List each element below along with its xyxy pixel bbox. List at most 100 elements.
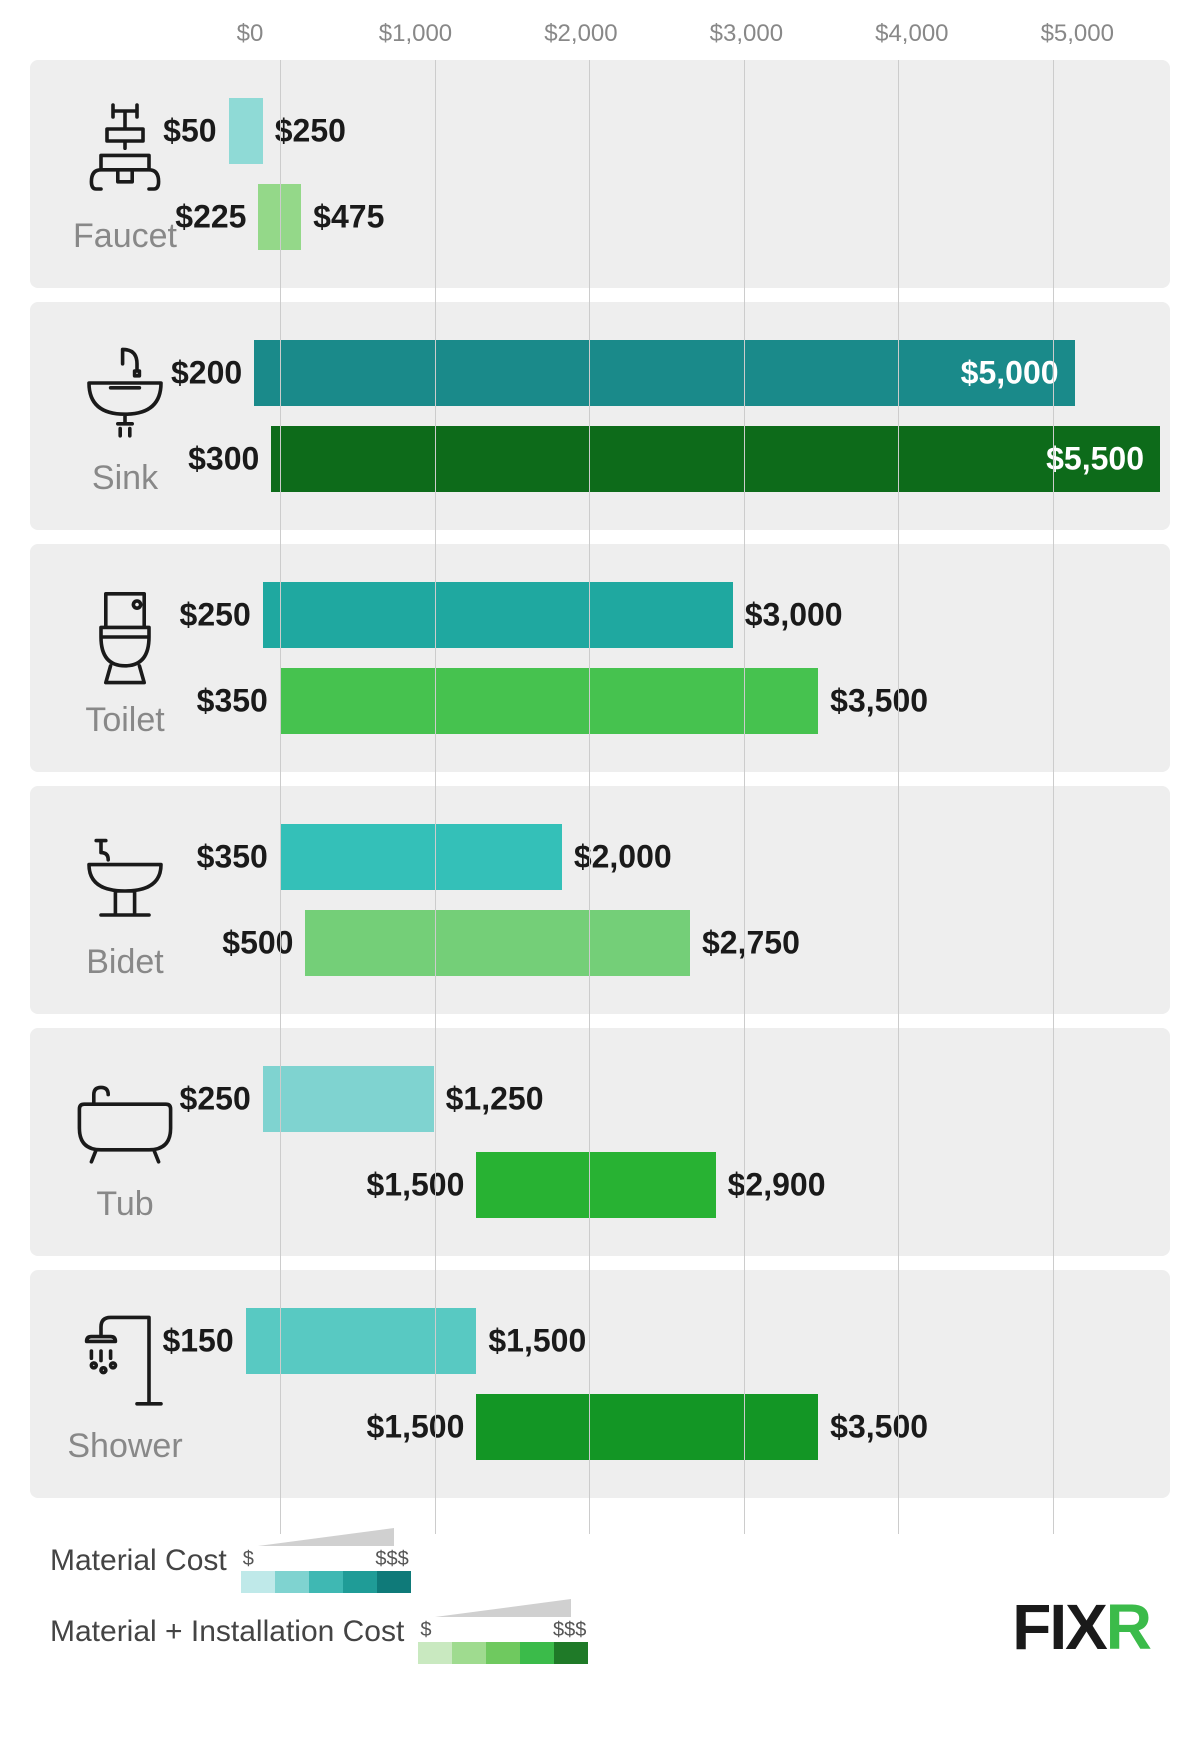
category-bars: $200$5,000$300$5,500: [220, 320, 1160, 512]
install-low-label: $500: [222, 925, 293, 962]
category-shower: Shower$150$1,500$1,500$3,500: [30, 1270, 1170, 1498]
material-range-bar: [254, 340, 1074, 406]
category-header: Tub: [30, 1046, 220, 1238]
material-bar-row: $350$2,000: [220, 824, 1160, 890]
brand-accent: R: [1106, 1591, 1150, 1663]
material-high-label: $5,000: [961, 355, 1059, 392]
install-high-label: $2,750: [702, 925, 800, 962]
legend-area: Material Cost $ $$$ Material + Installat…: [30, 1528, 1170, 1664]
material-high-label: $250: [275, 113, 346, 150]
install-swatch: [486, 1642, 520, 1664]
material-low-label: $50: [163, 113, 216, 150]
install-bar-row: $1,500 $3,500: [220, 1394, 1160, 1460]
legend-material-label: Material Cost: [50, 1544, 227, 1578]
axis-tick-label: $0: [237, 20, 264, 48]
material-high-label: $1,500: [488, 1323, 586, 1360]
install-swatch: [520, 1642, 554, 1664]
install-range-bar: [258, 184, 301, 250]
category-header: Sink: [30, 320, 220, 512]
install-high-label: $3,500: [830, 1409, 928, 1446]
material-swatches: [241, 1571, 411, 1593]
material-range-bar: [280, 824, 562, 890]
scale-triangle-icon: [258, 1528, 394, 1546]
material-low-label: $150: [162, 1323, 233, 1360]
toilet-icon: [65, 577, 185, 697]
axis-tick-label: $1,000: [379, 20, 452, 48]
install-bar-row: $300$5,500: [220, 426, 1160, 492]
axis-tick-label: $2,000: [544, 20, 617, 48]
category-sink: Sink$200$5,000$300$5,500: [30, 302, 1170, 530]
material-range-bar: [229, 98, 263, 164]
category-label: Faucet: [73, 217, 177, 256]
brand-text: FIX: [1012, 1591, 1106, 1663]
shower-icon: [65, 1303, 185, 1423]
legend-install-row: Material + Installation Cost $ $$$: [50, 1599, 588, 1664]
install-swatches: [418, 1642, 588, 1664]
material-high-label: $1,250: [446, 1081, 544, 1118]
axis-tick-label: $4,000: [875, 20, 948, 48]
install-low-label: $300: [188, 441, 259, 478]
category-label: Bidet: [86, 943, 164, 982]
category-bars: $350$2,000 $500 $2,750: [220, 804, 1160, 996]
install-range-bar: [476, 1152, 715, 1218]
install-bar-row: $1,500 $2,900: [220, 1152, 1160, 1218]
install-bar-row: $350$3,500: [220, 668, 1160, 734]
install-range-bar: [271, 426, 1160, 492]
install-low-label: $350: [197, 683, 268, 720]
faucet-icon: [65, 93, 185, 213]
install-range-bar: [305, 910, 690, 976]
category-bars: $250$3,000$350$3,500: [220, 562, 1160, 754]
material-swatch: [377, 1571, 411, 1593]
legend-low-symbol: $: [420, 1619, 431, 1642]
install-range-bar: [476, 1394, 818, 1460]
install-swatch-group: $ $$$: [418, 1599, 588, 1664]
install-range-bar: [280, 668, 818, 734]
sink-icon: [65, 335, 185, 455]
category-bars: $250$1,250$1,500$2,900: [220, 1046, 1160, 1238]
legend: Material Cost $ $$$ Material + Installat…: [50, 1528, 588, 1664]
material-swatch: [343, 1571, 377, 1593]
install-swatch: [554, 1642, 588, 1664]
material-range-bar: [263, 1066, 434, 1132]
install-high-label: $2,900: [728, 1167, 826, 1204]
material-low-label: $250: [180, 597, 251, 634]
material-low-label: $250: [180, 1081, 251, 1118]
material-high-label: $3,000: [745, 597, 843, 634]
category-label: Tub: [96, 1185, 153, 1224]
material-range-bar: [263, 582, 733, 648]
install-high-label: $5,500: [1046, 441, 1144, 478]
install-swatch: [452, 1642, 486, 1664]
legend-high-symbol: $$$: [375, 1548, 408, 1571]
install-swatch: [418, 1642, 452, 1664]
install-low-label: $1,500: [367, 1167, 465, 1204]
category-bars: $50$250$225$475: [220, 78, 1160, 270]
install-bar-row: $500 $2,750: [220, 910, 1160, 976]
legend-low-symbol: $: [243, 1548, 254, 1571]
install-high-label: $475: [313, 199, 384, 236]
category-faucet: Faucet$50$250$225$475: [30, 60, 1170, 288]
category-toilet: Toilet$250$3,000$350$3,500: [30, 544, 1170, 772]
tub-icon: [65, 1061, 185, 1181]
brand-logo: FIXR: [1012, 1590, 1150, 1664]
category-header: Bidet: [30, 804, 220, 996]
bidet-icon: [65, 819, 185, 939]
install-high-label: $3,500: [830, 683, 928, 720]
material-swatch: [309, 1571, 343, 1593]
material-swatch: [241, 1571, 275, 1593]
category-label: Shower: [67, 1427, 182, 1466]
category-tub: Tub $250 $1,250 $1,500 $2,900: [30, 1028, 1170, 1256]
x-axis: $0$1,000$2,000$3,000$4,000$5,000: [250, 20, 1160, 60]
install-low-label: $1,500: [367, 1409, 465, 1446]
material-swatch: [275, 1571, 309, 1593]
category-label: Toilet: [85, 701, 164, 740]
material-low-label: $350: [197, 839, 268, 876]
category-header: Toilet: [30, 562, 220, 754]
material-low-label: $200: [171, 355, 242, 392]
material-high-label: $2,000: [574, 839, 672, 876]
install-low-label: $225: [175, 199, 246, 236]
category-label: Sink: [92, 459, 158, 498]
axis-tick-label: $5,000: [1041, 20, 1114, 48]
category-bidet: Bidet$350$2,000$500$2,750: [30, 786, 1170, 1014]
install-bar-row: $225$475: [220, 184, 1160, 250]
material-bar-row: $150$1,500: [220, 1308, 1160, 1374]
